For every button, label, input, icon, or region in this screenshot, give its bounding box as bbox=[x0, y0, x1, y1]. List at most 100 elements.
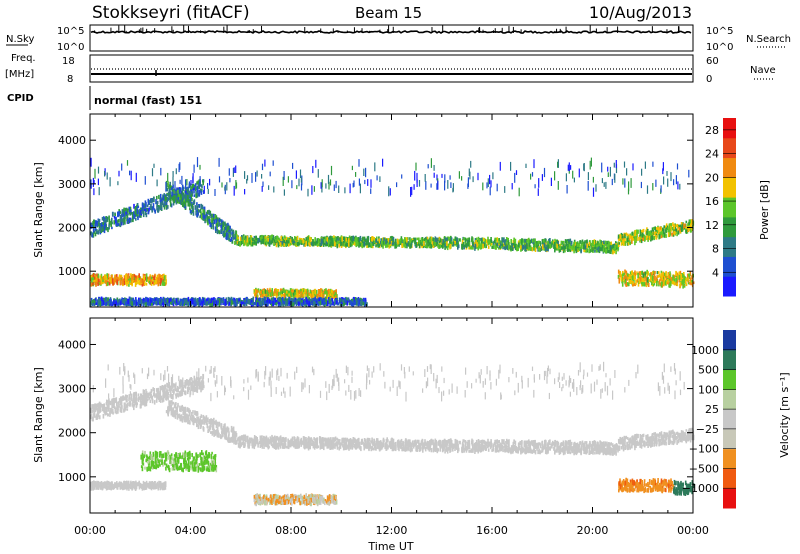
heatmap-cell bbox=[213, 297, 215, 303]
heatmap-cell bbox=[215, 215, 218, 221]
heatmap-cell bbox=[392, 236, 395, 241]
heatmap-cell bbox=[330, 289, 333, 295]
heatmap-cell bbox=[131, 214, 134, 218]
heatmap-cell bbox=[92, 274, 94, 279]
heatmap-cell bbox=[152, 207, 154, 210]
heatmap-cell bbox=[383, 241, 386, 246]
heatmap-cell bbox=[218, 222, 220, 225]
heatmap-cell bbox=[519, 243, 521, 248]
heatmap-cell bbox=[119, 211, 121, 214]
heatmap-cell bbox=[467, 237, 469, 242]
heatmap-cell bbox=[355, 237, 357, 243]
heatmap-cell bbox=[326, 237, 328, 243]
heatmap-cell bbox=[209, 298, 211, 302]
heatmap-cell bbox=[384, 244, 387, 248]
heatmap-cell bbox=[639, 229, 642, 234]
heatmap-cell bbox=[688, 226, 690, 232]
heatmap-cell bbox=[199, 298, 202, 303]
heatmap-cell bbox=[275, 238, 277, 243]
heatmap-cell bbox=[349, 301, 351, 305]
heatmap-cell bbox=[128, 296, 131, 302]
heatmap-cell bbox=[235, 234, 238, 240]
heatmap-cell bbox=[281, 236, 284, 240]
heatmap-cell bbox=[569, 238, 572, 244]
heatmap-cell bbox=[267, 293, 269, 297]
heatmap-cell bbox=[505, 239, 507, 242]
heatmap-cell bbox=[172, 201, 175, 206]
heatmap-cell bbox=[116, 302, 118, 306]
heatmap-cell bbox=[560, 240, 563, 245]
heatmap-cell bbox=[525, 238, 528, 242]
heatmap-cell bbox=[649, 230, 652, 236]
heatmap-cell bbox=[388, 238, 391, 242]
heatmap-cell bbox=[433, 241, 435, 246]
heatmap-cell bbox=[223, 226, 226, 230]
heatmap-cell bbox=[338, 243, 341, 248]
heatmap-cell bbox=[120, 222, 123, 226]
heatmap-cell bbox=[230, 300, 233, 306]
heatmap-cell bbox=[155, 199, 157, 205]
heatmap-cell bbox=[557, 243, 559, 247]
heatmap-cell bbox=[422, 244, 424, 249]
heatmap-cell bbox=[570, 240, 573, 244]
heatmap-cell bbox=[158, 274, 161, 279]
heatmap-cell bbox=[320, 288, 322, 294]
heatmap-cell bbox=[617, 236, 620, 239]
heatmap-cell bbox=[302, 293, 304, 297]
heatmap-cell bbox=[292, 290, 295, 294]
heatmap-cell bbox=[593, 239, 596, 245]
heatmap-cell bbox=[104, 222, 106, 228]
heatmap-cell bbox=[166, 192, 168, 197]
heatmap-cell bbox=[469, 246, 472, 250]
heatmap-cell bbox=[466, 243, 469, 247]
heatmap-cell bbox=[553, 244, 555, 249]
heatmap-cell bbox=[614, 245, 617, 249]
heatmap-cell bbox=[133, 274, 136, 279]
heatmap-cell bbox=[175, 191, 178, 194]
heatmap-cell bbox=[156, 201, 158, 205]
heatmap-cell bbox=[173, 195, 176, 201]
heatmap-cell bbox=[531, 247, 534, 252]
heatmap-cell bbox=[195, 210, 197, 216]
heatmap-cell bbox=[151, 280, 154, 285]
heatmap-cell bbox=[457, 243, 459, 246]
heatmap-cell bbox=[326, 295, 329, 298]
heatmap-cell bbox=[450, 240, 452, 246]
heatmap-cell bbox=[635, 235, 638, 242]
heatmap-cell bbox=[193, 299, 195, 304]
heatmap-cell bbox=[216, 222, 218, 227]
heatmap-cell bbox=[562, 244, 565, 249]
heatmap-cell bbox=[359, 243, 362, 247]
heatmap-cell bbox=[210, 297, 213, 303]
heatmap-cell bbox=[116, 274, 118, 280]
heatmap-cell bbox=[514, 244, 516, 248]
heatmap-cell bbox=[595, 248, 598, 253]
heatmap-cell bbox=[631, 231, 634, 236]
heatmap-cell bbox=[142, 206, 145, 211]
heatmap-cell bbox=[203, 209, 205, 215]
heatmap-cell bbox=[413, 237, 415, 241]
heatmap-cell bbox=[662, 232, 664, 235]
heatmap-cell bbox=[245, 242, 248, 246]
heatmap-cell bbox=[624, 237, 626, 242]
heatmap-cell bbox=[221, 298, 223, 303]
heatmap-cell bbox=[148, 200, 151, 205]
heatmap-cell bbox=[327, 294, 330, 299]
heatmap-cell bbox=[568, 247, 570, 252]
heatmap-cell bbox=[671, 232, 673, 237]
heatmap-cell bbox=[189, 207, 191, 211]
heatmap-cell bbox=[483, 237, 485, 242]
heatmap-cell bbox=[312, 241, 315, 247]
freq-tick-bottom: 8 bbox=[67, 74, 73, 85]
heatmap-cell bbox=[419, 239, 422, 245]
heatmap-cell bbox=[187, 200, 190, 204]
heatmap-cell bbox=[268, 239, 271, 243]
heatmap-cell bbox=[235, 238, 237, 245]
heatmap-cell bbox=[375, 238, 377, 243]
heatmap-cell bbox=[508, 245, 510, 250]
heatmap-cell bbox=[223, 301, 225, 305]
heatmap-cell bbox=[294, 289, 296, 293]
heatmap-cell bbox=[589, 248, 591, 253]
heatmap-cell bbox=[133, 216, 135, 220]
heatmap-cell bbox=[274, 297, 277, 303]
